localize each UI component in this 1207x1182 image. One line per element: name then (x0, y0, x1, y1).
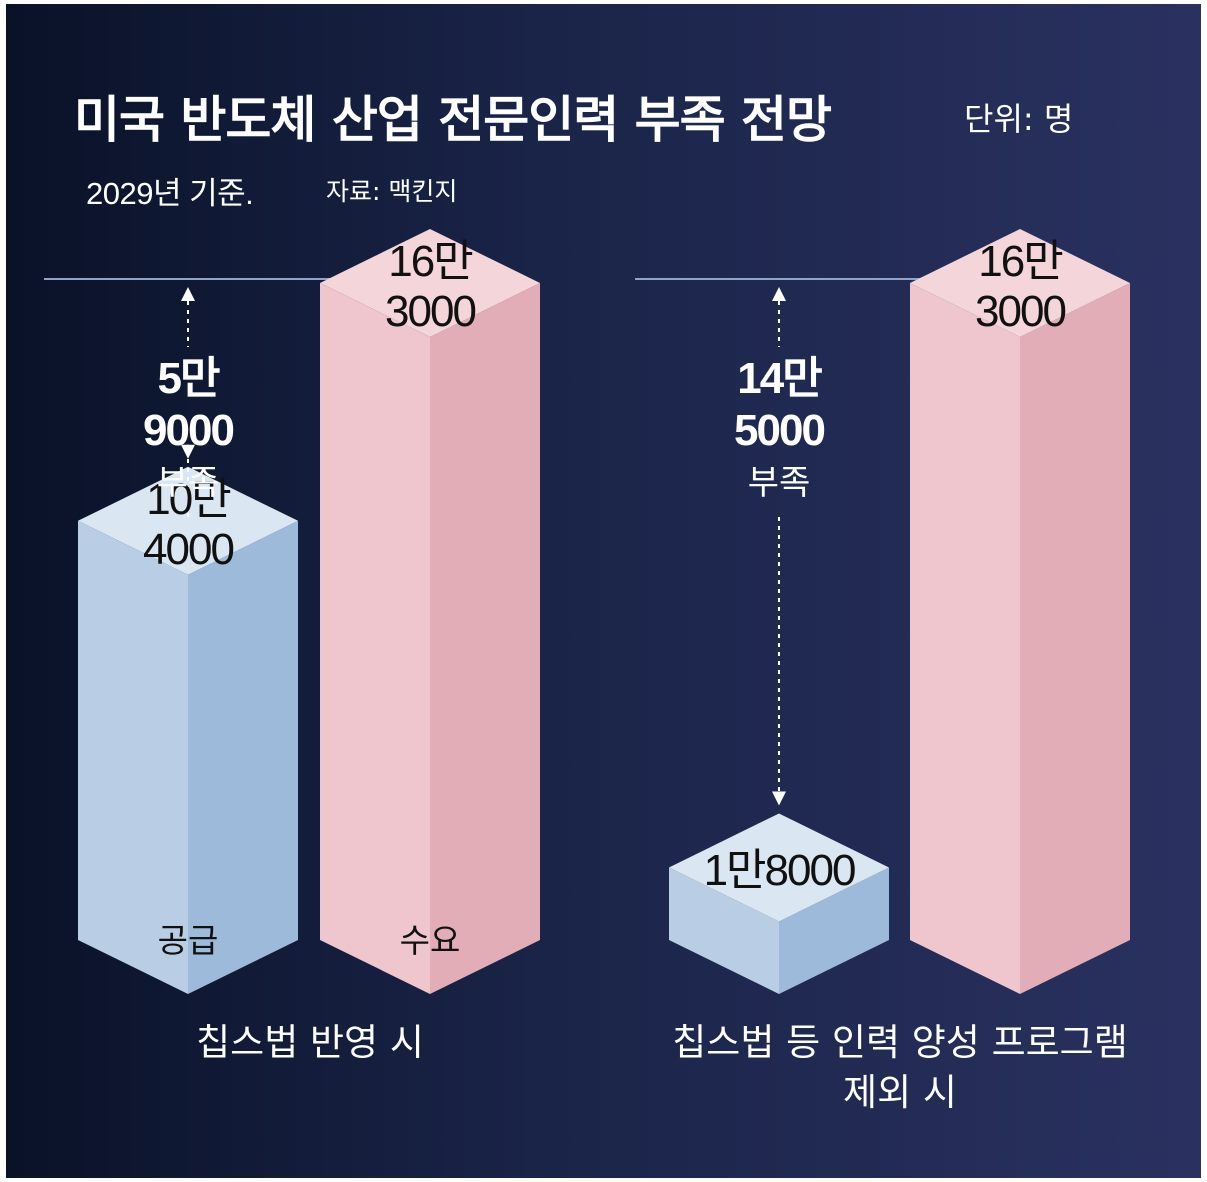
bar-right-face (1020, 283, 1130, 994)
bar-right-face (430, 283, 540, 994)
bar-value-label: 16만 3000 (975, 237, 1067, 336)
bar-right-face (779, 867, 889, 994)
bar-right-face (188, 520, 298, 994)
group-label: 칩스법 등 인력 양성 프로그램 제외 시 (672, 1021, 1128, 1114)
shortage-label: 14만 5000 부족 (734, 354, 826, 503)
bar-value-label: 10만 4000 (143, 474, 235, 574)
bar-name-label: 공급 (157, 921, 219, 960)
group-label: 칩스법 반영 시 (196, 1021, 424, 1064)
bar-top-face (910, 229, 1130, 337)
bar-value-label: 16만 3000 (385, 237, 477, 336)
bar-left-face (669, 867, 779, 994)
bar-top-face (78, 466, 298, 575)
bar-left-face (320, 283, 430, 994)
basis-note: 2029년 기준. (86, 176, 254, 211)
chart-title: 미국 반도체 산업 전문인력 부족 전망 (74, 91, 832, 149)
source-note: 자료: 맥킨지 (326, 177, 458, 206)
bar-left-face (78, 520, 188, 994)
arrow-down-head (181, 444, 195, 459)
arrow-down-head (772, 791, 786, 806)
bar-top-face (669, 813, 889, 922)
bar-value-label: 1만8000 (703, 846, 857, 896)
unit-label: 단위: 명 (964, 100, 1074, 138)
bar-name-label: 수요 (399, 921, 461, 960)
bar-left-face (910, 283, 1020, 994)
bar-top-face (320, 229, 540, 337)
arrow-up-head (772, 287, 786, 301)
arrow-up-head (181, 287, 195, 301)
shortage-label: 5만 9000 부족 (143, 354, 235, 503)
